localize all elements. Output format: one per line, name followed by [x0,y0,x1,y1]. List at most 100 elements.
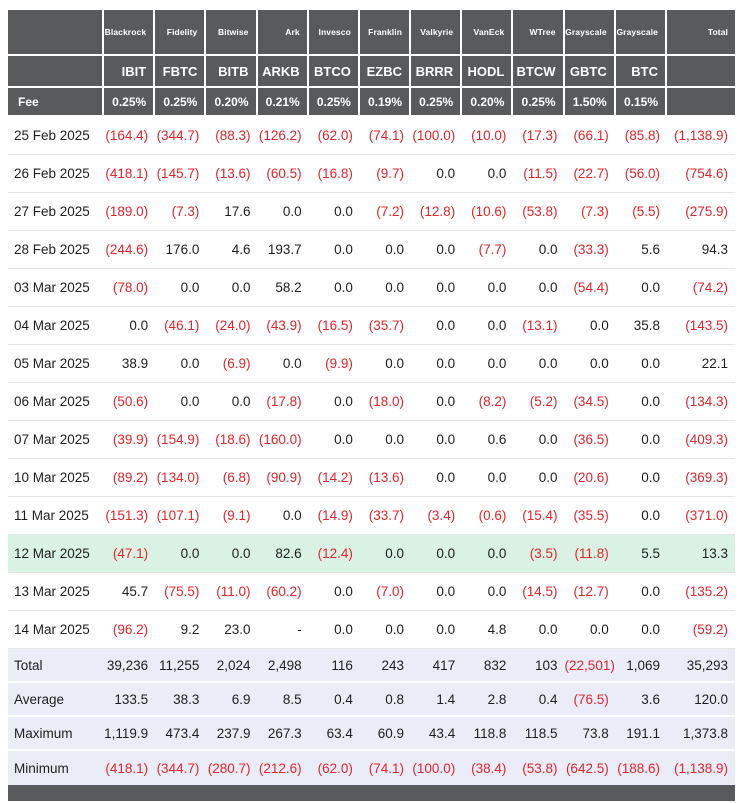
fee-header-row: Fee 0.25% 0.25% 0.20% 0.21% 0.25% 0.19% 0.25% 0… [8,88,735,117]
ticker-header: BITB [206,56,258,88]
flow-value-cell: (33.7) [359,497,412,535]
flow-value-cell: 0.0 [155,383,207,421]
summary-value-cell: 3.6 [615,683,667,717]
flow-value-cell: (7.3) [155,193,207,231]
fee-value: 0.25% [155,88,207,117]
summary-value-cell: (642.5) [564,751,616,785]
flow-value-cell: 35.8 [615,307,667,345]
flow-value-cell: (6.9) [206,345,258,383]
flow-value-cell: (13.6) [359,459,412,497]
summary-value-cell: 38.3 [155,683,207,717]
flow-value-cell: 0.0 [462,155,514,193]
summary-value-cell: (74.1) [359,751,412,785]
flow-value-cell: 17.6 [206,193,258,231]
summary-value-cell: (188.6) [615,751,667,785]
summary-value-cell: 0.4 [513,683,565,717]
flow-value-cell: 0.0 [462,307,514,345]
summary-value-cell: 63.4 [308,717,360,751]
flow-value-cell: 0.0 [462,459,514,497]
summary-value-cell: 191.1 [615,717,667,751]
row-total-cell: (275.9) [667,193,735,231]
issuer-header: Blackrock [104,10,156,56]
summary-value-cell: 0.8 [359,683,412,717]
flow-value-cell: 0.0 [257,345,309,383]
summary-row: Average 133.5 38.3 6.9 8.5 0.4 0.8 1.4 2.8 0.4 (76… [8,683,735,717]
total-column-header: Total [667,10,735,56]
date-cell: 25 Feb 2025 [8,117,104,155]
flow-value-cell: (20.6) [564,459,616,497]
issuer-header-row: Blackrock Fidelity Bitwise Ark Invesco Frankl… [8,10,735,56]
flow-value-cell: 0.0 [155,269,207,307]
total-ticker-empty-cell [667,56,735,88]
flow-value-cell: (43.9) [257,307,309,345]
flow-value-cell: (35.7) [359,307,412,345]
ticker-header: FBTC [155,56,207,88]
flow-value-cell: 0.0 [513,611,565,649]
ticker-header: BTCW [513,56,565,88]
flow-value-cell: 5.5 [615,535,667,573]
summary-value-cell: (100.0) [411,751,463,785]
date-cell: 04 Mar 2025 [8,307,104,345]
flow-value-cell: (3.4) [411,497,463,535]
flow-value-cell: 0.0 [308,269,360,307]
summary-value-cell: (22,501) [564,649,616,683]
row-total-cell: (59.2) [667,611,735,649]
date-cell: 26 Feb 2025 [8,155,104,193]
flow-value-cell: 0.0 [155,535,207,573]
flow-value-cell: (11.8) [564,535,616,573]
date-cell: 07 Mar 2025 [8,421,104,459]
flow-value-cell: (39.9) [104,421,156,459]
row-total-cell: (134.3) [667,383,735,421]
flow-value-cell: 0.0 [359,345,412,383]
issuer-header: Grayscale [615,10,667,56]
daily-flow-row: 27 Feb 2025 (189.0) (7.3) 17.6 0.0 0.0 (7.2) (1… [8,193,735,231]
flow-value-cell: (18.0) [359,383,412,421]
summary-value-cell: 1.4 [411,683,463,717]
date-cell: 05 Mar 2025 [8,345,104,383]
flow-value-cell: 0.0 [513,269,565,307]
flow-value-cell: (53.8) [513,193,565,231]
flow-value-cell: (60.5) [257,155,309,193]
daily-flow-row: 06 Mar 2025 (50.6) 0.0 0.0 (17.8) 0.0 (18.0) 0.… [8,383,735,421]
flow-value-cell: (10.0) [462,117,514,155]
corner-cell [8,10,104,56]
summary-value-cell: 116 [308,649,360,683]
flow-value-cell: 0.0 [462,345,514,383]
row-total-cell: (143.5) [667,307,735,345]
issuer-header: Fidelity [155,10,207,56]
flow-value-cell: 0.0 [359,421,412,459]
summary-value-cell: (62.0) [308,751,360,785]
flow-value-cell: 0.0 [359,269,412,307]
flow-value-cell: (9.7) [359,155,412,193]
summary-value-cell: 6.9 [206,683,258,717]
summary-value-cell: 11,255 [155,649,207,683]
row-total-cell: (1,138.9) [667,117,735,155]
summary-value-cell: (280.7) [206,751,258,785]
flow-value-cell: (74.1) [359,117,412,155]
flow-value-cell: (46.1) [155,307,207,345]
flow-value-cell: (3.5) [513,535,565,573]
flow-value-cell: (189.0) [104,193,156,231]
flow-value-cell: 0.0 [308,611,360,649]
summary-value-cell: 120.0 [667,683,735,717]
flow-value-cell: (88.3) [206,117,258,155]
date-cell: 10 Mar 2025 [8,459,104,497]
flow-value-cell: 0.0 [411,269,463,307]
summary-value-cell: 118.8 [462,717,514,751]
ticker-header: BTCO [308,56,360,88]
flow-value-cell: (7.0) [359,573,412,611]
flow-value-cell: (13.1) [513,307,565,345]
flow-value-cell: 45.7 [104,573,156,611]
flow-value-cell: 0.0 [308,573,360,611]
flow-value-cell: (12.8) [411,193,463,231]
fee-value: 1.50% [564,88,616,117]
date-cell: 11 Mar 2025 [8,497,104,535]
summary-value-cell: 118.5 [513,717,565,751]
summary-value-cell: 267.3 [257,717,309,751]
summary-row-label: Maximum [8,717,104,751]
flow-value-cell: (66.1) [564,117,616,155]
flow-value-cell: 0.0 [615,573,667,611]
date-cell: 03 Mar 2025 [8,269,104,307]
summary-value-cell: 43.4 [411,717,463,751]
flow-value-cell: 4.8 [462,611,514,649]
